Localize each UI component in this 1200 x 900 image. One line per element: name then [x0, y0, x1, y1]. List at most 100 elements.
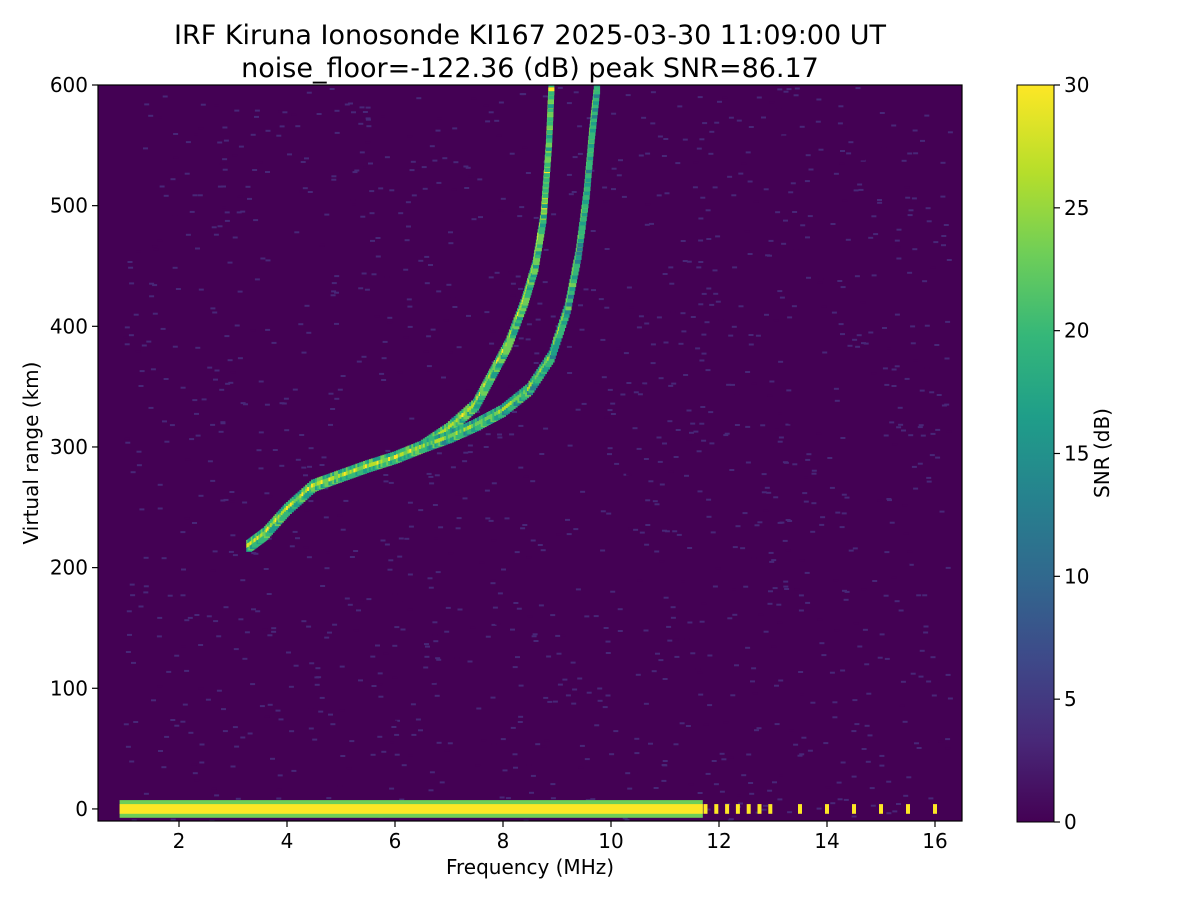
noise-cell: [939, 510, 945, 513]
noise-cell: [685, 725, 691, 727]
noise-cell: [701, 439, 707, 442]
trace-cell: [573, 267, 580, 272]
noise-cell: [288, 685, 294, 688]
noise-cell: [673, 743, 679, 746]
noise-cell: [434, 694, 440, 697]
noise-cell: [426, 335, 432, 338]
noise-cell: [935, 428, 941, 431]
noise-cell: [129, 282, 135, 285]
noise-cell: [490, 696, 496, 699]
trace-cell: [539, 223, 546, 228]
noise-cell: [156, 635, 162, 638]
noise-cell: [516, 607, 522, 610]
noise-cell: [235, 327, 241, 330]
noise-cell: [538, 604, 544, 607]
noise-cell: [467, 451, 473, 454]
noise-cell: [747, 180, 753, 183]
trace-cell: [542, 367, 549, 372]
noise-cell: [247, 732, 253, 735]
noise-cell: [307, 465, 312, 468]
noise-cell: [479, 561, 485, 564]
noise-cell: [339, 709, 345, 712]
noise-cell: [573, 91, 579, 94]
noise-cell: [675, 162, 681, 165]
noise-cell: [300, 161, 306, 163]
noise-cell: [160, 160, 166, 163]
noise-cell: [234, 109, 240, 112]
noise-cell: [701, 602, 707, 605]
noise-cell: [514, 551, 520, 554]
noise-cell: [787, 811, 793, 814]
noise-cell: [654, 503, 660, 506]
noise-cell: [498, 209, 504, 212]
noise-cell: [604, 416, 610, 419]
noise-cell: [157, 483, 163, 486]
noise-cell: [745, 371, 751, 373]
noise-cell: [358, 679, 363, 682]
noise-cell: [436, 741, 442, 744]
noise-cell: [363, 166, 369, 169]
noise-cell: [447, 351, 453, 354]
trace-cell: [583, 199, 590, 204]
noise-cell: [489, 342, 495, 345]
noise-cell: [918, 675, 924, 678]
noise-cell: [424, 282, 430, 285]
noise-cell: [701, 352, 707, 355]
noise-cell: [240, 210, 246, 213]
trace-cell: [588, 143, 595, 148]
noise-cell: [518, 424, 524, 427]
noise-cell: [217, 185, 223, 188]
noise-cell: [663, 341, 669, 344]
x-tick-label: 2: [173, 829, 186, 853]
noise-cell: [837, 122, 843, 125]
noise-cell: [494, 119, 500, 122]
noise-cell: [330, 723, 336, 726]
noise-cell: [778, 360, 784, 363]
noise-cell: [944, 357, 950, 360]
noise-cell: [265, 259, 271, 262]
noise-cell: [594, 381, 599, 384]
noise-cell: [470, 626, 476, 629]
noise-cell: [641, 116, 647, 119]
noise-cell: [510, 726, 516, 729]
noise-cell: [163, 194, 169, 197]
noise-cell: [513, 766, 518, 769]
noise-cell: [912, 129, 918, 132]
noise-cell: [767, 394, 773, 397]
noise-cell: [573, 693, 579, 696]
noise-cell: [464, 187, 470, 189]
noise-cell: [706, 287, 712, 290]
noise-cell: [848, 549, 854, 552]
noise-cell: [560, 634, 566, 637]
noise-cell: [677, 105, 683, 108]
noise-cell: [566, 533, 572, 536]
x-tick-label: 8: [497, 829, 510, 853]
noise-cell: [139, 508, 145, 511]
noise-cell: [380, 115, 386, 118]
noise-cell: [259, 705, 265, 708]
noise-cell: [673, 456, 679, 458]
noise-cell: [291, 769, 297, 772]
noise-cell: [428, 264, 433, 266]
noise-cell: [223, 498, 229, 501]
noise-cell: [491, 539, 497, 542]
noise-cell: [819, 642, 825, 645]
noise-cell: [407, 325, 413, 328]
noise-cell: [892, 443, 898, 446]
trace-cell: [547, 117, 554, 122]
trace-cell: [569, 286, 576, 291]
noise-cell: [232, 554, 238, 557]
noise-cell: [690, 422, 696, 425]
noise-cell: [170, 818, 176, 821]
noise-cell: [745, 151, 751, 154]
noise-cell: [731, 194, 737, 197]
noise-cell: [477, 178, 483, 181]
noise-cell: [577, 125, 583, 128]
noise-cell: [856, 334, 862, 337]
noise-cell: [659, 483, 665, 486]
noise-cell: [764, 313, 769, 316]
colorbar-tick-label: 15: [1064, 442, 1089, 466]
noise-cell: [830, 802, 836, 805]
trace-cell: [562, 317, 569, 322]
noise-cell: [774, 684, 779, 687]
